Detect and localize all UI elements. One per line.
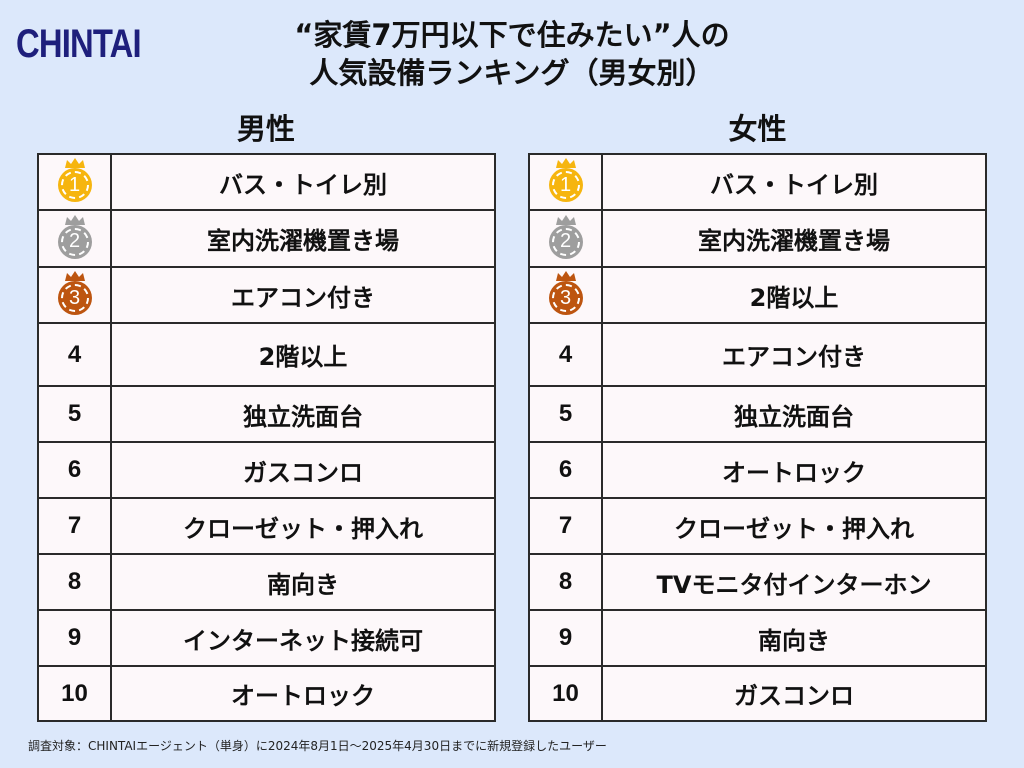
rank-cell: 8	[37, 553, 112, 611]
ranking-row: 4 エアコン付き	[528, 322, 987, 387]
ranking-row: 9 南向き	[528, 609, 987, 667]
item-cell: エアコン付き	[601, 322, 987, 387]
rank-cell: 4	[37, 322, 112, 387]
item-cell: オートロック	[601, 441, 987, 499]
rank-cell: 9	[528, 609, 603, 667]
rank-cell: 2	[37, 209, 112, 268]
rank-cell: 3	[37, 266, 112, 324]
ranking-row: 2 室内洗濯機置き場	[528, 209, 987, 268]
ranking-row: 1 バス・トイレ別	[37, 153, 496, 211]
ranking-row: 6 オートロック	[528, 441, 987, 499]
ranking-row: 3 2階以上	[528, 266, 987, 324]
rank-cell: 6	[37, 441, 112, 499]
rank-cell: 1	[37, 153, 112, 211]
silver-medal-icon: 2	[547, 214, 585, 263]
ranking-row: 6 ガスコンロ	[37, 441, 496, 499]
gold-medal-icon: 1	[547, 158, 585, 206]
ranking-row: 10 ガスコンロ	[528, 665, 987, 722]
item-cell: インターネット接続可	[110, 609, 496, 667]
item-cell: ガスコンロ	[110, 441, 496, 499]
bronze-medal-icon: 3	[547, 271, 585, 319]
rank-cell: 1	[528, 153, 603, 211]
rank-cell: 9	[37, 609, 112, 667]
item-cell: 独立洗面台	[601, 385, 987, 443]
ranking-row: 5 独立洗面台	[528, 385, 987, 443]
rank-cell: 6	[528, 441, 603, 499]
item-cell: 2階以上	[601, 266, 987, 324]
ranking-row: 10 オートロック	[37, 665, 496, 722]
page-title: “家賃7万円以下で住みたい”人の 人気設備ランキング（男女別）	[200, 16, 824, 92]
male-ranking-table: 1 バス・トイレ別 2 室内洗濯機置き場 3 エアコン付き 4 2階以上 5 独立洗面台 6 ガスコン…	[37, 153, 496, 722]
rank-cell: 8	[528, 553, 603, 611]
item-cell: 室内洗濯機置き場	[110, 209, 496, 268]
rank-cell: 7	[37, 497, 112, 555]
female-heading: 女性	[728, 112, 787, 146]
rank-cell: 2	[528, 209, 603, 268]
rank-cell: 5	[528, 385, 603, 443]
ranking-row: 2 室内洗濯機置き場	[37, 209, 496, 268]
item-cell: クローゼット・押入れ	[110, 497, 496, 555]
ranking-row: 8 南向き	[37, 553, 496, 611]
rank-cell: 5	[37, 385, 112, 443]
bronze-medal-icon: 3	[56, 271, 94, 319]
chintai-logo: CHINTAI	[16, 22, 142, 66]
ranking-row: 1 バス・トイレ別	[528, 153, 987, 211]
item-cell: クローゼット・押入れ	[601, 497, 987, 555]
ranking-row: 4 2階以上	[37, 322, 496, 387]
item-cell: 2階以上	[110, 322, 496, 387]
ranking-row: 7 クローゼット・押入れ	[528, 497, 987, 555]
ranking-row: 7 クローゼット・押入れ	[37, 497, 496, 555]
rank-cell: 7	[528, 497, 603, 555]
item-cell: エアコン付き	[110, 266, 496, 324]
item-cell: TVモニタ付インターホン	[601, 553, 987, 611]
item-cell: 独立洗面台	[110, 385, 496, 443]
item-cell: 室内洗濯機置き場	[601, 209, 987, 268]
title-line-1: “家賃7万円以下で住みたい”人の	[294, 18, 730, 52]
rank-cell: 10	[528, 665, 603, 722]
ranking-row: 3 エアコン付き	[37, 266, 496, 324]
rank-cell: 10	[37, 665, 112, 722]
female-ranking-table: 1 バス・トイレ別 2 室内洗濯機置き場 3 2階以上 4 エアコン付き 5 独立洗面台 6 オートロ…	[528, 153, 987, 722]
item-cell: バス・トイレ別	[601, 153, 987, 211]
title-line-2: 人気設備ランキング（男女別）	[309, 56, 715, 90]
item-cell: オートロック	[110, 665, 496, 722]
item-cell: ガスコンロ	[601, 665, 987, 722]
gold-medal-icon: 1	[56, 158, 94, 206]
survey-footnote: 調査対象：CHINTAIエージェント（単身）に2024年8月1日〜2025年4月…	[28, 739, 607, 753]
item-cell: 南向き	[110, 553, 496, 611]
silver-medal-icon: 2	[56, 214, 94, 263]
rank-cell: 4	[528, 322, 603, 387]
ranking-row: 9 インターネット接続可	[37, 609, 496, 667]
item-cell: バス・トイレ別	[110, 153, 496, 211]
male-heading: 男性	[236, 112, 295, 146]
rank-cell: 3	[528, 266, 603, 324]
ranking-row: 5 独立洗面台	[37, 385, 496, 443]
ranking-row: 8 TVモニタ付インターホン	[528, 553, 987, 611]
item-cell: 南向き	[601, 609, 987, 667]
